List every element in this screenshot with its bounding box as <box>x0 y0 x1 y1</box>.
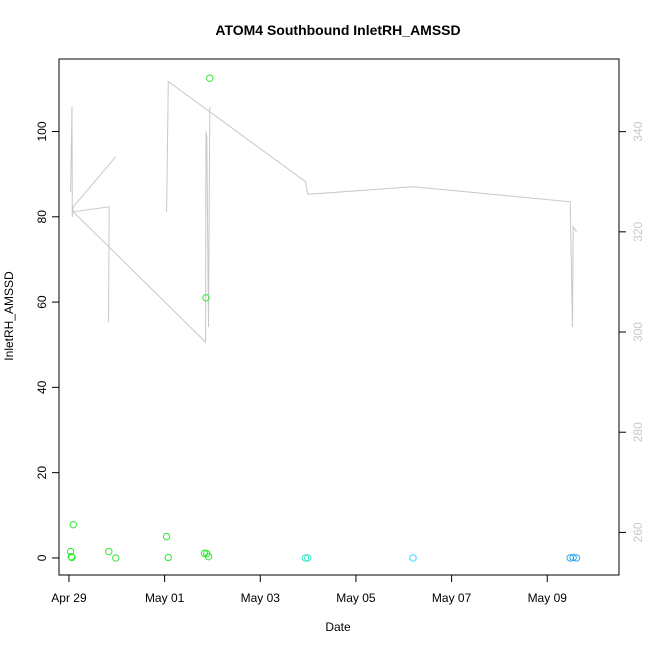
y-right-tick-label: 340 <box>631 121 645 141</box>
plot-frame <box>58 58 620 576</box>
y-right-tick-label: 300 <box>631 322 645 342</box>
y-tick-label: 20 <box>35 466 49 480</box>
data-point <box>162 532 171 541</box>
data-point <box>206 74 214 82</box>
data-point <box>204 552 213 561</box>
x-tick-label: May 09 <box>528 591 568 605</box>
point-series <box>66 74 581 562</box>
data-point <box>569 553 577 562</box>
x-tick-label: May 03 <box>241 591 281 605</box>
y-tick-label: 40 <box>35 380 49 394</box>
data-point <box>164 553 172 562</box>
x-tick-label: May 05 <box>336 591 376 605</box>
data-point <box>68 553 76 562</box>
y-tick-label: 0 <box>35 554 49 561</box>
line-segment <box>206 106 211 328</box>
data-point <box>301 554 310 562</box>
x-axis: Apr 29 May 01 May 03 May 05 May 07 May 09 <box>51 574 568 605</box>
x-tick-label: Apr 29 <box>51 591 87 605</box>
data-point <box>202 294 210 302</box>
y-axis-label: InletRH_AMSSD <box>2 271 16 361</box>
chart-title: ATOM4 Southbound InletRH_AMSSD <box>215 22 460 38</box>
data-point <box>409 554 417 562</box>
line-segment <box>72 131 208 344</box>
y-tick-label: 100 <box>35 121 49 141</box>
x-axis-label: Date <box>325 620 351 634</box>
data-point <box>304 554 312 562</box>
x-tick-label: May 01 <box>145 591 185 605</box>
y-axis-right: 260 280 300 320 340 <box>619 121 645 542</box>
data-point <box>69 520 77 529</box>
y-right-tick-label: 320 <box>631 222 645 242</box>
data-point <box>572 554 581 562</box>
y-right-tick-label: 280 <box>631 422 645 442</box>
y-tick-label: 60 <box>35 295 49 309</box>
data-point <box>67 552 75 561</box>
line-segment <box>70 106 117 217</box>
y-axis-left: 0 20 40 60 80 100 <box>35 121 59 561</box>
data-point <box>105 547 113 556</box>
y-right-tick-label: 260 <box>631 522 645 542</box>
x-tick-label: May 07 <box>432 591 472 605</box>
line-segment <box>166 80 577 328</box>
y-tick-label: 80 <box>35 210 49 224</box>
line-series <box>70 80 577 344</box>
data-point <box>112 554 120 562</box>
